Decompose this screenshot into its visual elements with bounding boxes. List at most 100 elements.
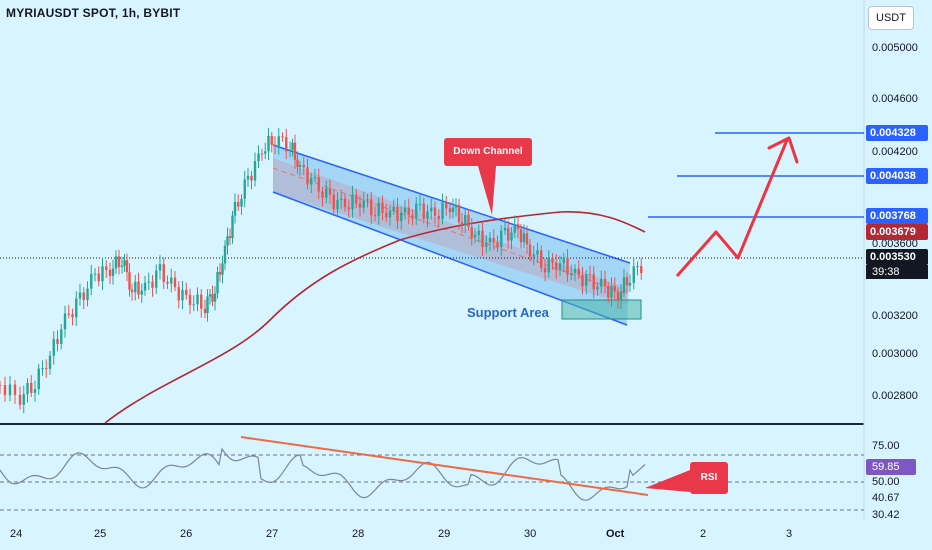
- candle-body: [120, 265, 124, 268]
- rsi-tick: 40.67: [872, 492, 900, 504]
- symbol-title: MYRIAUSDT SPOT, 1h, BYBIT: [6, 6, 181, 20]
- rsi-tick: 50.00: [872, 476, 900, 488]
- rsi-line[interactable]: [0, 447, 646, 501]
- candle-body: [228, 236, 232, 238]
- candle-body: [613, 285, 616, 292]
- date-tick: 24: [10, 528, 23, 540]
- candle-body: [585, 274, 588, 287]
- candle-body: [170, 277, 173, 284]
- candle-body: [516, 224, 520, 230]
- candle-body: [464, 215, 467, 225]
- candle-body: [616, 291, 620, 301]
- candle-body: [128, 272, 131, 290]
- candle-body: [321, 191, 324, 198]
- price-tick: 0.003000: [872, 348, 918, 360]
- price-tick: 0.003200: [872, 310, 918, 322]
- moving-average-tag[interactable]: 0.003679: [866, 224, 928, 240]
- candle-body: [13, 384, 17, 395]
- candle-body: [592, 274, 595, 290]
- rsi-value-tag[interactable]: 59.85: [866, 459, 916, 475]
- candle-body: [281, 136, 284, 138]
- candle-body: [33, 389, 37, 393]
- candle-body: [328, 188, 332, 195]
- candle-body: [640, 266, 643, 274]
- date-tick: 25: [94, 528, 107, 540]
- level-tag[interactable]: 0.003768: [866, 208, 928, 224]
- pane-separator[interactable]: [0, 423, 864, 425]
- candle-body: [366, 199, 369, 201]
- candle-body: [343, 198, 347, 208]
- candle-body: [313, 177, 317, 179]
- candle-body: [532, 254, 535, 257]
- candle-body: [216, 272, 219, 294]
- candle-body: [298, 165, 302, 167]
- candle-body: [636, 266, 639, 268]
- candle-body: [246, 175, 250, 180]
- current-price-tag[interactable]: 0.003530: [866, 249, 928, 265]
- candle-body: [325, 188, 328, 198]
- candle-body: [233, 202, 237, 216]
- bar-countdown: 39:38: [866, 265, 928, 279]
- candle-body: [603, 278, 607, 286]
- candle-body: [451, 207, 455, 213]
- rsi-callout[interactable]: RSI: [690, 462, 728, 494]
- candle-body: [573, 268, 577, 273]
- candle-body: [400, 212, 403, 222]
- candle-body: [270, 136, 273, 145]
- down-channel-pointer: [478, 166, 496, 215]
- date-tick: 3: [786, 528, 793, 540]
- candle-body: [37, 368, 40, 390]
- candle-body: [500, 230, 503, 247]
- support-area-box[interactable]: [561, 299, 642, 320]
- candle-body: [0, 385, 2, 386]
- candle-body: [340, 198, 343, 200]
- candle-body: [86, 288, 89, 301]
- candle-body: [41, 368, 44, 370]
- down-channel-fill[interactable]: [273, 145, 630, 325]
- support-area-label[interactable]: Support Area: [467, 305, 549, 320]
- candle-body: [111, 268, 115, 276]
- candle-body: [151, 281, 154, 288]
- candle-body: [181, 289, 184, 301]
- candle-body: [223, 245, 227, 264]
- date-tick: 26: [180, 528, 193, 540]
- projection-path[interactable]: [675, 139, 789, 277]
- candle-body: [481, 230, 484, 248]
- rsi-callout-pointer: [645, 470, 690, 492]
- candle-body: [237, 202, 240, 207]
- candle-body: [117, 256, 121, 268]
- candle-body: [454, 204, 458, 208]
- candle-body: [519, 229, 523, 243]
- candle-body: [203, 308, 207, 313]
- rsi-trendline[interactable]: [240, 436, 649, 496]
- candlestick-series[interactable]: [0, 127, 643, 414]
- candle-body: [332, 194, 335, 210]
- candle-body: [547, 257, 550, 273]
- candle-body: [185, 289, 188, 295]
- candle-body: [310, 177, 313, 185]
- candle-body: [8, 384, 12, 396]
- level-tag[interactable]: 0.004328: [866, 125, 928, 141]
- candle-body: [257, 153, 260, 162]
- candle-body: [48, 355, 52, 369]
- candle-body: [448, 208, 452, 213]
- currency-selector[interactable]: USDT: [868, 6, 914, 30]
- channel-upper-line[interactable]: [272, 144, 631, 264]
- candle-body: [488, 238, 492, 243]
- candle-body: [60, 329, 63, 345]
- candle-body: [600, 278, 603, 287]
- down-channel-callout[interactable]: Down Channel: [444, 138, 532, 166]
- candle-body: [293, 142, 297, 160]
- candle-body: [226, 236, 229, 246]
- moving-average-line[interactable]: [104, 211, 646, 424]
- candle-body: [231, 215, 234, 238]
- down-channel-lower-fill: [273, 158, 627, 305]
- candle-body: [558, 263, 562, 271]
- candle-body: [492, 238, 495, 243]
- candle-body: [543, 267, 547, 273]
- candle-body: [430, 207, 433, 212]
- level-tag[interactable]: 0.004038: [866, 168, 928, 184]
- candle-body: [52, 339, 55, 356]
